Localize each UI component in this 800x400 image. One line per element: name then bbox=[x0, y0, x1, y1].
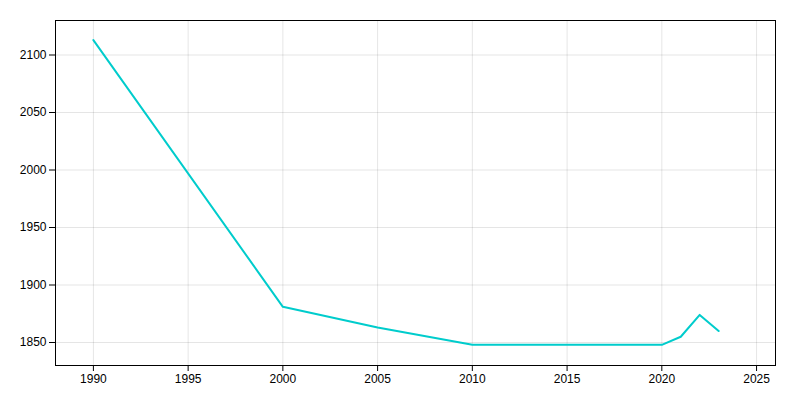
svg-text:1900: 1900 bbox=[20, 278, 47, 292]
svg-text:2050: 2050 bbox=[20, 105, 47, 119]
svg-text:1950: 1950 bbox=[20, 220, 47, 234]
svg-text:2020: 2020 bbox=[648, 372, 675, 386]
svg-text:2000: 2000 bbox=[270, 372, 297, 386]
svg-text:2005: 2005 bbox=[364, 372, 391, 386]
svg-text:2100: 2100 bbox=[20, 48, 47, 62]
svg-text:1990: 1990 bbox=[80, 372, 107, 386]
svg-text:2025: 2025 bbox=[743, 372, 770, 386]
svg-text:2015: 2015 bbox=[554, 372, 581, 386]
svg-text:1850: 1850 bbox=[20, 335, 47, 349]
svg-text:1995: 1995 bbox=[175, 372, 202, 386]
svg-text:2010: 2010 bbox=[459, 372, 486, 386]
svg-text:2000: 2000 bbox=[20, 163, 47, 177]
